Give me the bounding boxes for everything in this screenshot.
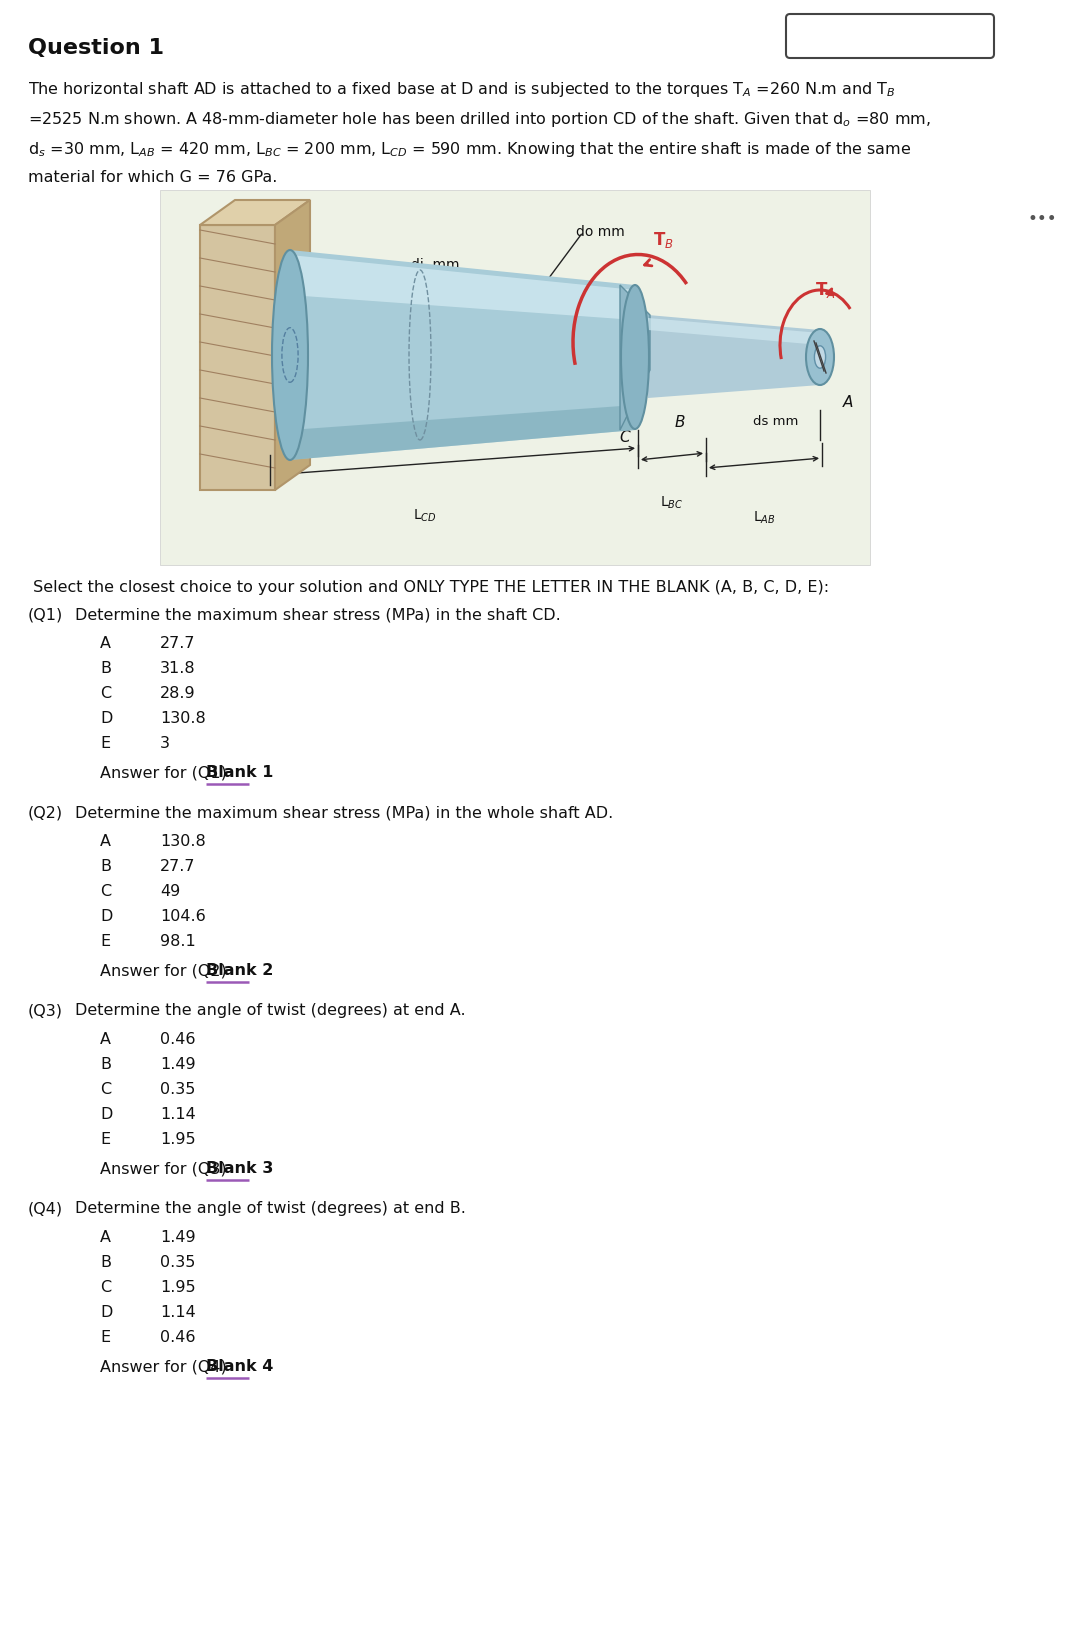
- Text: Blank 4: Blank 4: [206, 1359, 273, 1374]
- Text: Blank 3: Blank 3: [206, 1161, 273, 1176]
- Text: C: C: [100, 1280, 111, 1295]
- Text: 1.95: 1.95: [160, 1131, 195, 1146]
- Text: D: D: [100, 1107, 112, 1122]
- Text: L$_{CD}$: L$_{CD}$: [414, 507, 436, 524]
- Text: C: C: [100, 1082, 111, 1097]
- Ellipse shape: [806, 329, 834, 385]
- Text: Answer for (Q4): Answer for (Q4): [100, 1359, 227, 1374]
- Text: 0.35: 0.35: [160, 1082, 195, 1097]
- Text: T$_A$: T$_A$: [814, 280, 835, 300]
- Text: L$_{AB}$: L$_{AB}$: [753, 511, 775, 527]
- Text: 10 Points: 10 Points: [852, 26, 928, 44]
- Text: Question 1: Question 1: [28, 38, 164, 58]
- Text: d$_s$ =30 mm, L$_{AB}$ = 420 mm, L$_{BC}$ = 200 mm, L$_{CD}$ = 590 mm. Knowing t: d$_s$ =30 mm, L$_{AB}$ = 420 mm, L$_{BC}…: [28, 140, 912, 160]
- Polygon shape: [648, 315, 820, 399]
- Text: C: C: [100, 687, 111, 702]
- Text: 49: 49: [160, 884, 180, 899]
- Text: do mm: do mm: [576, 226, 624, 239]
- Text: Determine the maximum shear stress (MPa) in the shaft CD.: Determine the maximum shear stress (MPa)…: [75, 608, 561, 623]
- Text: D: D: [100, 712, 112, 726]
- Text: 31.8: 31.8: [160, 660, 195, 675]
- Polygon shape: [200, 226, 275, 491]
- Text: E: E: [100, 736, 110, 751]
- Text: 27.7: 27.7: [160, 860, 195, 875]
- Text: B: B: [100, 1255, 111, 1270]
- Text: A: A: [100, 636, 111, 651]
- Polygon shape: [291, 405, 635, 460]
- Polygon shape: [200, 199, 310, 226]
- Text: Blank 1: Blank 1: [206, 764, 273, 781]
- Text: B: B: [100, 860, 111, 875]
- Text: B: B: [675, 415, 685, 430]
- Text: The horizontal shaft AD is attached to a fixed base at D and is subjected to the: The horizontal shaft AD is attached to a…: [28, 81, 895, 99]
- Text: 1.14: 1.14: [160, 1304, 195, 1319]
- Text: 98.1: 98.1: [160, 934, 195, 949]
- Text: L$_{BC}$: L$_{BC}$: [660, 496, 684, 512]
- FancyBboxPatch shape: [160, 189, 870, 565]
- Text: 130.8: 130.8: [160, 712, 206, 726]
- Text: Determine the angle of twist (degrees) at end A.: Determine the angle of twist (degrees) a…: [75, 1003, 465, 1018]
- Ellipse shape: [272, 250, 308, 460]
- Text: 1.49: 1.49: [160, 1230, 195, 1245]
- Text: Select the closest choice to your solution and ONLY TYPE THE LETTER IN THE BLANK: Select the closest choice to your soluti…: [28, 580, 829, 595]
- Text: D: D: [261, 390, 273, 405]
- Text: 0.46: 0.46: [160, 1033, 195, 1047]
- Polygon shape: [291, 250, 635, 460]
- Text: E: E: [100, 934, 110, 949]
- Text: E: E: [100, 1331, 110, 1346]
- Text: di  mm: di mm: [410, 259, 459, 272]
- Text: 1.95: 1.95: [160, 1280, 195, 1295]
- Text: Blank 2: Blank 2: [206, 963, 273, 978]
- Text: (Q2): (Q2): [28, 805, 63, 820]
- Text: Answer for (Q1): Answer for (Q1): [100, 764, 227, 781]
- Polygon shape: [291, 255, 635, 320]
- Polygon shape: [620, 285, 650, 430]
- Text: 1.49: 1.49: [160, 1057, 195, 1072]
- Text: =2525 N.m shown. A 48-mm-diameter hole has been drilled into portion CD of the s: =2525 N.m shown. A 48-mm-diameter hole h…: [28, 110, 931, 128]
- Text: B: B: [100, 660, 111, 675]
- Text: material for which G = 76 GPa.: material for which G = 76 GPa.: [28, 170, 278, 184]
- FancyBboxPatch shape: [786, 15, 994, 58]
- Text: 130.8: 130.8: [160, 833, 206, 848]
- Text: D: D: [100, 909, 112, 924]
- Text: 104.6: 104.6: [160, 909, 206, 924]
- Text: ds mm: ds mm: [753, 415, 798, 428]
- Text: D: D: [100, 1304, 112, 1319]
- Text: T$_B$: T$_B$: [652, 231, 674, 250]
- Text: A: A: [100, 833, 111, 848]
- Text: C: C: [620, 430, 631, 445]
- Text: A: A: [842, 395, 853, 410]
- Text: Answer for (Q3): Answer for (Q3): [100, 1161, 227, 1176]
- Text: (Q1): (Q1): [28, 608, 64, 623]
- Polygon shape: [275, 199, 310, 491]
- Text: 27.7: 27.7: [160, 636, 195, 651]
- Text: (Q4): (Q4): [28, 1201, 63, 1215]
- Text: 0.35: 0.35: [160, 1255, 195, 1270]
- Text: Determine the angle of twist (degrees) at end B.: Determine the angle of twist (degrees) a…: [75, 1201, 465, 1215]
- Text: C: C: [100, 884, 111, 899]
- Text: 3: 3: [160, 736, 170, 751]
- Text: A: A: [100, 1033, 111, 1047]
- Text: Determine the maximum shear stress (MPa) in the whole shaft AD.: Determine the maximum shear stress (MPa)…: [75, 805, 613, 820]
- Text: (Q3): (Q3): [28, 1003, 63, 1018]
- Text: 0.46: 0.46: [160, 1331, 195, 1346]
- Text: •••: •••: [1027, 211, 1057, 227]
- Text: E: E: [100, 1131, 110, 1146]
- Text: B: B: [100, 1057, 111, 1072]
- Ellipse shape: [814, 346, 825, 369]
- Text: 28.9: 28.9: [160, 687, 195, 702]
- Text: 1.14: 1.14: [160, 1107, 195, 1122]
- Text: A: A: [100, 1230, 111, 1245]
- Polygon shape: [648, 318, 820, 344]
- Text: Answer for (Q2): Answer for (Q2): [100, 963, 227, 978]
- Ellipse shape: [621, 285, 649, 428]
